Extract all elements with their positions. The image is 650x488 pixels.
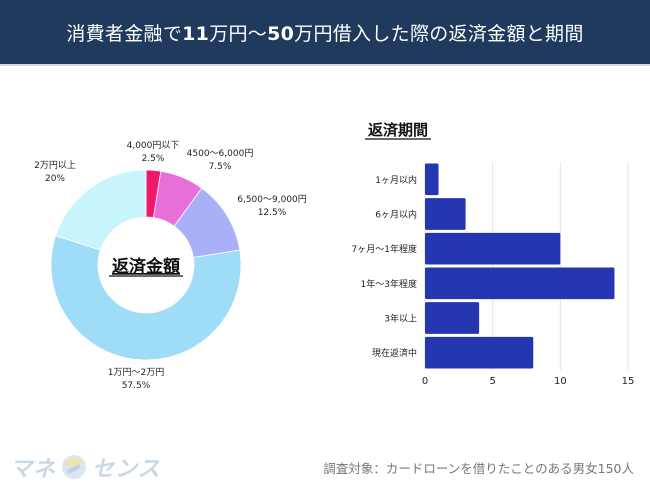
bar bbox=[425, 336, 534, 369]
logo-text-left: マネ bbox=[10, 457, 57, 482]
y-category-label: 7ヶ月〜1年程度 bbox=[352, 243, 417, 255]
y-category-label: 現在返済中 bbox=[372, 347, 417, 359]
slice-value-label: 12.5% bbox=[258, 208, 287, 218]
page-title: 消費者金融で11万円〜50万円借入した際の返済金額と期間 bbox=[66, 19, 583, 46]
bar bbox=[425, 302, 480, 334]
y-category-label: 1ヶ月以内 bbox=[375, 174, 417, 186]
slice-label: 4500〜6,000円 bbox=[187, 148, 254, 159]
slice-value-label: 20% bbox=[45, 174, 65, 184]
x-tick-label: 10 bbox=[554, 376, 567, 387]
donut-chart: 4,000円以下 2.5% 4500〜6,000円 7.5% 6,500〜9,000円 1… bbox=[34, 140, 307, 391]
logo-text-right: センス bbox=[92, 457, 161, 482]
x-tick-label: 15 bbox=[622, 376, 635, 387]
title-part: 11 bbox=[182, 22, 210, 45]
slice-value-label: 2.5% bbox=[142, 154, 165, 164]
bar bbox=[425, 198, 466, 230]
header-divider bbox=[0, 64, 650, 66]
slice-value-label: 7.5% bbox=[209, 162, 232, 172]
slice-label: 1万円〜2万円 bbox=[108, 367, 164, 378]
bar-chart-title: 返済期間 bbox=[368, 121, 428, 139]
y-category-label: 6ヶ月以内 bbox=[375, 209, 417, 221]
header-banner: 消費者金融で11万円〜50万円借入した際の返済金額と期間 bbox=[0, 0, 650, 64]
bar bbox=[425, 163, 439, 196]
bar bbox=[425, 232, 561, 265]
donut-slice bbox=[50, 235, 242, 361]
title-part: 50 bbox=[267, 22, 295, 45]
slice-label: 6,500〜9,000円 bbox=[237, 194, 307, 205]
brand-logo: マネ センス bbox=[10, 451, 161, 483]
slice-value-label: 57.5% bbox=[122, 381, 151, 391]
slice-label: 2万円以上 bbox=[34, 160, 76, 171]
title-part: 消費者金融で bbox=[66, 22, 183, 45]
bar bbox=[425, 267, 615, 300]
slice-label: 4,000円以下 bbox=[127, 140, 180, 151]
title-part: 万円借入した際の返済金額と期間 bbox=[294, 22, 584, 45]
title-part: 万円〜 bbox=[209, 22, 268, 45]
y-category-label: 1年〜3年程度 bbox=[361, 278, 417, 290]
x-tick-label: 5 bbox=[489, 376, 495, 387]
x-tick-label: 0 bbox=[422, 376, 428, 387]
donut-slice bbox=[55, 169, 147, 251]
donut-center-label: 返済金額 bbox=[112, 256, 180, 277]
logo-emblem-icon bbox=[62, 455, 87, 479]
survey-note: 調査対象：カードローンを借りたことのある男女150人 bbox=[323, 461, 634, 476]
y-category-label: 3年以上 bbox=[384, 313, 417, 325]
bar-chart: 返済期間 0 5 10 15 1ヶ月以内 6ヶ月以内 7ヶ月〜1年程度 1年〜3年程度 3年以上現… bbox=[352, 121, 635, 387]
